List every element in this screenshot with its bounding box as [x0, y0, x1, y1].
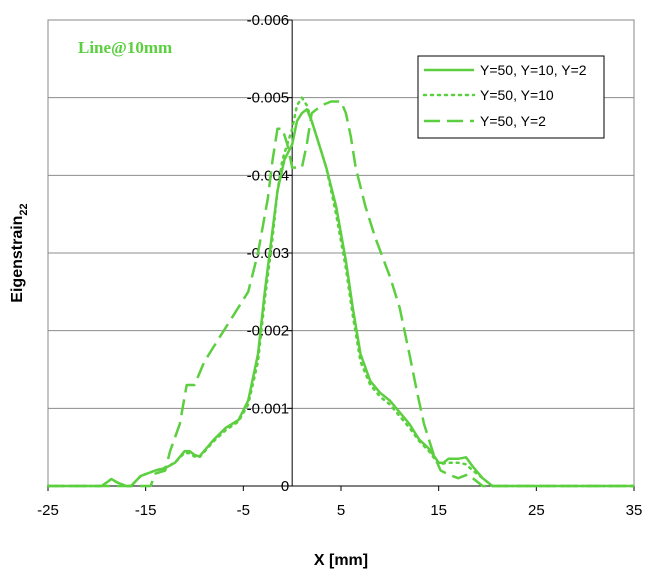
- y-axis-title-main: Eigenstrain: [9, 216, 26, 303]
- y-tick-marks: [287, 19, 293, 487]
- y-tick-label: -0.001: [247, 400, 290, 417]
- legend-label-1: Y=50, Y=10: [480, 87, 554, 103]
- y-axis-title: Eigenstrain22: [9, 203, 30, 302]
- legend-label-0: Y=50, Y=10, Y=2: [480, 62, 587, 78]
- series-line-solid: [48, 108, 634, 488]
- y-tick-label: -0.002: [247, 323, 290, 340]
- x-tick-labels: -25 -15 -5 5 15 25 35: [37, 502, 642, 519]
- y-tick-label: -0.005: [247, 90, 290, 107]
- legend-label-2: Y=50, Y=2: [480, 113, 546, 129]
- x-tick-label: 15: [430, 502, 447, 519]
- y-tick-label: 0: [281, 478, 289, 495]
- y-tick-label: -0.004: [247, 167, 290, 184]
- x-tick-label: -15: [135, 502, 157, 519]
- y-tick-label: -0.003: [247, 245, 290, 262]
- chart-annotation: Line@10mm: [78, 38, 172, 57]
- x-tick-label: 25: [528, 502, 545, 519]
- x-tick-label: -5: [237, 502, 250, 519]
- y-axis-title-subscript: 22: [18, 203, 30, 215]
- x-tick-label: 5: [337, 502, 345, 519]
- series-line-dotted: [46, 96, 636, 488]
- series-layer: [46, 96, 636, 488]
- series-line-dashed: [48, 100, 634, 488]
- x-tick-label: -25: [37, 502, 59, 519]
- legend: Y=50, Y=10, Y=2 Y=50, Y=10 Y=50, Y=2: [417, 55, 605, 139]
- x-tick-marks: [47, 486, 635, 491]
- y-tick-label: -0.006: [247, 12, 290, 29]
- x-tick-label: 35: [626, 502, 643, 519]
- x-axis-title: X [mm]: [314, 552, 368, 569]
- y-tick-labels: 0 -0.001 -0.002 -0.003 -0.004 -0.005 -0.006: [247, 12, 290, 495]
